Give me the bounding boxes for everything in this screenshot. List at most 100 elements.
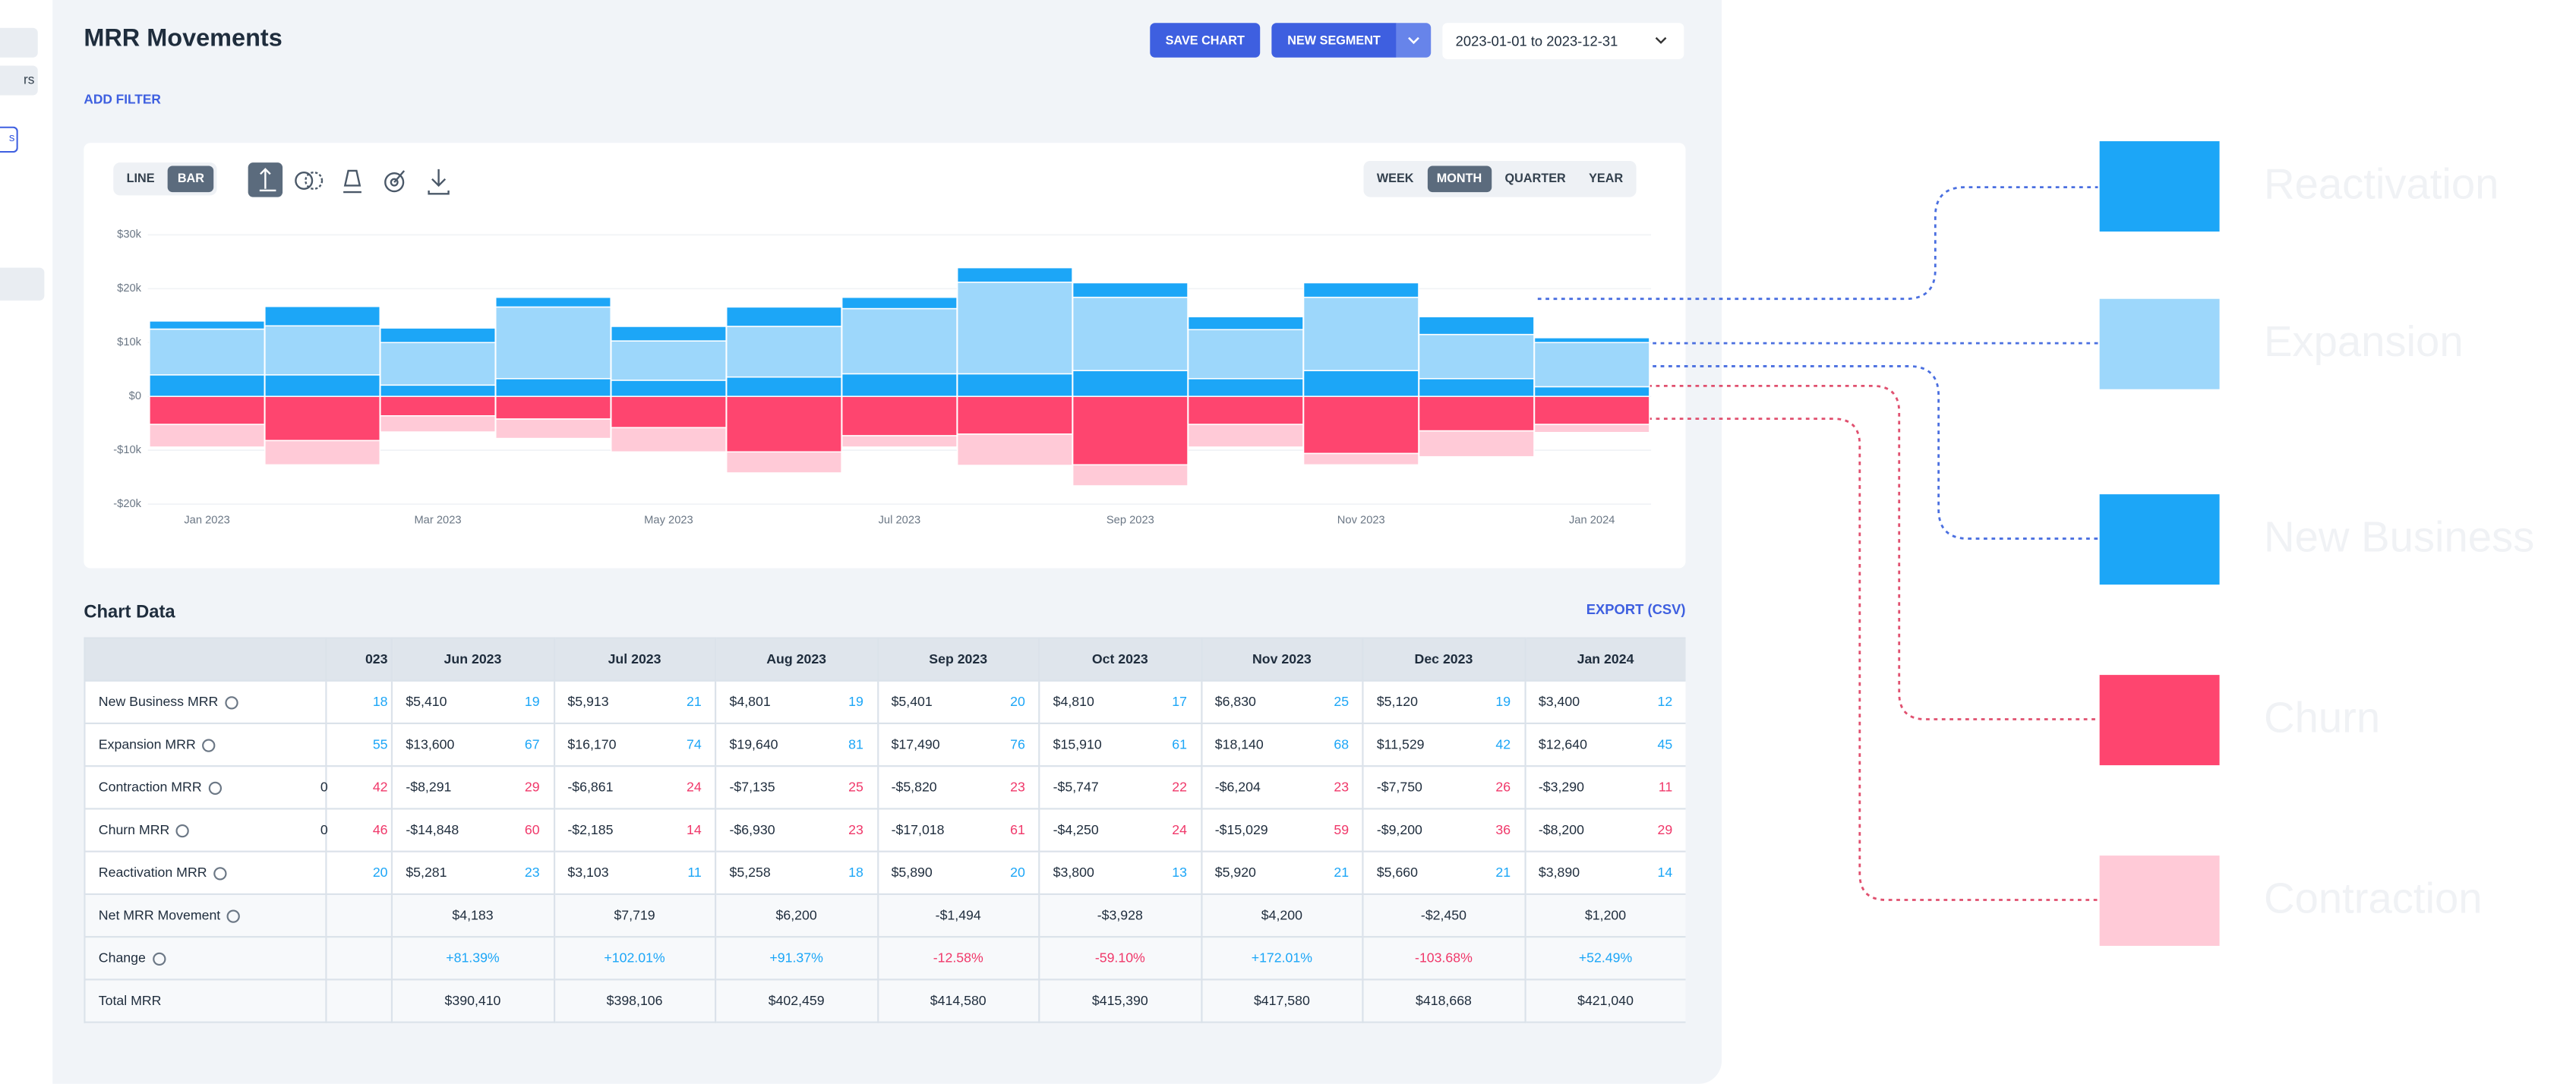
cell-content: -$6,930 23 [729,823,863,837]
row-label: Churn MRR [98,822,170,838]
goal-icon[interactable] [384,172,405,193]
x-tick-label: Mar 2023 [414,515,461,527]
count: 20 [1010,865,1025,881]
bar-segment [610,380,727,397]
value-cell: -$6,861 24 [552,765,717,810]
value-cell: $17,490 76 [876,722,1040,767]
compare-icon-glyph [305,171,324,190]
new-segment-button[interactable]: NEW SEGMENT [1271,23,1397,58]
bar-segment [1533,337,1650,344]
help-icon[interactable] [208,781,222,795]
cell-content: 18 [327,695,388,709]
row-label: New Business MRR [98,695,219,710]
sidebar-item[interactable] [0,267,45,301]
count: 21 [687,695,702,710]
add-filter-link[interactable]: ADD FILTER [84,92,161,107]
value-cell: +102.01% [552,936,717,981]
count: 25 [1334,695,1350,710]
bar-segment [1072,464,1189,487]
amount: $402,459 [768,993,825,1009]
x-tick-label: Nov 2023 [1337,515,1385,527]
cell-content: -$2,185 14 [567,823,701,837]
row-label: Reactivation MRR [98,865,207,881]
period-option[interactable]: YEAR [1589,170,1624,186]
count: 21 [1334,865,1350,881]
amount: $417,580 [1253,993,1310,1009]
help-icon[interactable] [152,952,166,966]
help-icon[interactable] [226,909,241,923]
export-link[interactable]: EXPORT (CSV) [1586,600,1686,618]
amount: -$1,494 [935,908,981,923]
amount: $5,401 [891,695,933,710]
count: 76 [1010,737,1025,752]
value-cell: -59.10% [1038,936,1202,981]
amount: $398,106 [606,993,663,1009]
value-cell: +172.01% [1200,936,1364,981]
cell-content: 0 42 [320,780,388,795]
count: 61 [1010,822,1025,838]
bar-segment [1418,316,1535,336]
sidebar-item[interactable]: rs [0,65,38,96]
column-header: Jun 2023 [390,637,555,682]
count: 42 [1495,737,1511,752]
chart-type-option[interactable]: BAR [167,165,214,193]
cell-content: $3,400 12 [1539,695,1672,709]
help-icon[interactable] [202,739,216,752]
bar-segment [956,433,1073,466]
amount: -$7,750 [1376,780,1422,796]
goal-icon-glyph [393,170,406,183]
help-icon[interactable] [175,824,190,837]
count: 13 [1172,865,1187,881]
x-tick-label: Jan 2023 [184,515,230,527]
count: 19 [848,695,863,710]
value-cell: $5,920 21 [1200,850,1364,895]
count: 24 [1172,822,1187,838]
bar-segment [264,395,381,442]
amount: $7,719 [614,908,655,923]
value-cell: $12,640 45 [1523,722,1686,767]
sidebar-item[interactable] [0,27,38,58]
period-option[interactable]: MONTH [1426,165,1492,193]
bar-segment [1187,329,1304,380]
value-cell: -$8,200 29 [1523,808,1686,852]
column-header: Jan 2024 [1523,637,1686,682]
value-cell: -$2,185 14 [552,808,717,852]
cell-content: -59.10% [1053,951,1187,966]
bar-segment [1418,333,1535,380]
amount: $3,400 [1538,695,1580,710]
value-cell: $6,830 25 [1200,679,1364,725]
cell-content: -$7,750 26 [1377,780,1511,795]
sidebar-item[interactable]: s [0,126,18,153]
amount: $5,281 [406,865,447,881]
save-chart-button[interactable]: SAVE CHART [1150,23,1261,58]
amount: $418,668 [1416,993,1472,1009]
cell-content: $3,890 14 [1539,865,1672,880]
segment-dropdown[interactable] [1396,23,1432,58]
stack-icon[interactable] [343,169,361,194]
chart-type-option[interactable]: LINE [126,170,155,186]
cell-content: $398,106 [567,994,701,1008]
amount: $5,120 [1376,695,1419,710]
amount: -$6,204 [1214,780,1261,796]
bar-segment [1302,452,1419,466]
bar-segment [610,326,727,342]
bar-segment [380,342,496,386]
compare-icon[interactable] [295,171,314,190]
help-icon[interactable] [224,695,238,710]
bar-segment [1302,296,1419,371]
help-icon[interactable] [213,866,227,881]
row-label: Net MRR Movement [98,908,221,923]
cell-content: $5,890 20 [892,865,1025,880]
date-range-picker[interactable]: 2023-01-01 to 2023-12-31 [1442,23,1684,59]
cell-content: -$4,250 24 [1053,823,1187,837]
bar-segment [956,282,1073,375]
legend-label: New Business [2264,513,2534,561]
bar-segment [1302,370,1419,397]
period-option[interactable]: QUARTER [1504,170,1566,186]
header-cell [84,637,327,682]
count: 68 [1334,737,1350,752]
download-icon[interactable] [428,169,450,195]
amount: $4,810 [1053,695,1094,710]
period-option[interactable]: WEEK [1376,170,1414,186]
amount: $5,258 [729,865,771,881]
